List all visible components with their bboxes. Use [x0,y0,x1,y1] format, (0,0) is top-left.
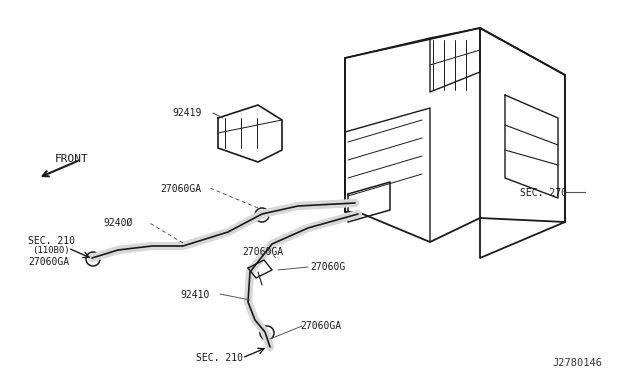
Text: FRONT: FRONT [55,154,89,164]
Text: 9240Ø: 9240Ø [103,218,132,228]
Text: SEC. 210: SEC. 210 [28,236,75,246]
Text: 92419: 92419 [172,108,202,118]
Text: 27060G: 27060G [310,262,345,272]
Text: 27060GA: 27060GA [242,247,283,257]
Text: 92410: 92410 [180,290,209,300]
Text: 27060GA: 27060GA [300,321,341,331]
Text: 27060GA: 27060GA [160,184,201,194]
Text: SEC. 270: SEC. 270 [520,188,567,198]
Text: (110B0): (110B0) [32,246,70,255]
Text: J2780146: J2780146 [552,358,602,368]
Text: SEC. 210: SEC. 210 [196,353,243,363]
Text: 27060GA: 27060GA [28,257,69,267]
